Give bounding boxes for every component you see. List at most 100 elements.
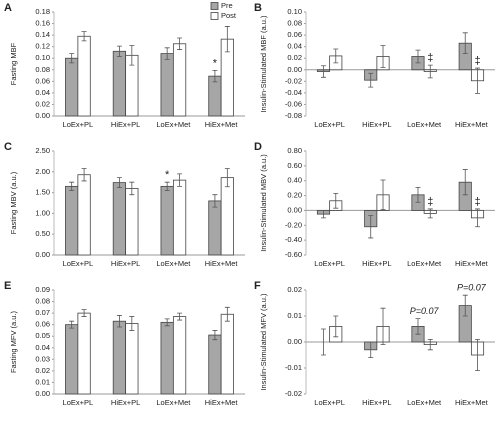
y-tick-label: 0.04 (35, 343, 50, 352)
x-tick-label: LoEx+Met (407, 259, 442, 268)
error-bar (415, 318, 421, 335)
error-bar (177, 312, 183, 321)
bar (208, 200, 222, 256)
x-tick-label: HiEx+PL (111, 120, 140, 129)
panel-letter: A (4, 2, 12, 14)
bar (77, 312, 91, 395)
error-bar (212, 69, 218, 83)
y-tick-label: 0.07 (35, 308, 50, 317)
error-bar (462, 169, 468, 196)
panel-letter: B (254, 2, 262, 14)
y-tick-label: 0.02 (287, 53, 302, 62)
y-tick-label: -0.40 (285, 235, 302, 244)
annotation: P=0.07 (457, 283, 487, 293)
annotation: ‡ (427, 196, 433, 208)
y-tick-label: 0.80 (287, 146, 302, 155)
y-axis-title: Insulin-Stimulated MBF (a.u.) (259, 15, 268, 113)
y-tick-label: 2.00 (35, 167, 50, 176)
y-tick-label: 0.00 (287, 65, 302, 74)
error-bar (69, 53, 75, 64)
error-bar (69, 181, 75, 191)
y-tick-label: 0.02 (35, 99, 50, 108)
bar (208, 334, 222, 395)
y-tick-label: 0.14 (35, 30, 50, 39)
y-tick-label: 0.12 (35, 42, 50, 51)
panel-letter: C (4, 141, 12, 153)
y-tick-label: -0.06 (285, 99, 302, 108)
x-tick-label: HiEx+PL (111, 398, 140, 407)
x-tick-label: LoEx+Met (407, 398, 442, 407)
error-bar (81, 31, 87, 42)
error-bar (320, 65, 326, 78)
x-tick-label: LoEx+Met (156, 259, 191, 268)
x-tick-label: HiEx+PL (111, 259, 140, 268)
x-tick-label: LoEx+PL (314, 259, 345, 268)
error-bar (212, 194, 218, 208)
error-bar (415, 187, 421, 203)
error-bar (380, 179, 386, 211)
error-bar (81, 168, 87, 182)
bar (172, 43, 187, 117)
y-tick-label: 0.00 (35, 250, 50, 259)
error-bar (116, 177, 122, 189)
legend-swatch (210, 2, 219, 10)
y-axis-title: Insulin-Stimulated MBV (a.u.) (259, 154, 268, 252)
y-tick-label: 0.08 (35, 65, 50, 74)
bar (220, 313, 234, 395)
y-tick-label: 1.00 (35, 208, 50, 217)
y-tick-label: 2.50 (35, 146, 50, 155)
x-tick-label: LoEx+PL (314, 120, 345, 129)
x-tick-label: HiEx+Met (205, 120, 239, 129)
x-tick-label: HiEx+PL (362, 398, 391, 407)
bar (77, 35, 91, 117)
y-tick-label: 1.50 (35, 188, 50, 197)
error-bar (129, 45, 135, 66)
error-bar (224, 168, 230, 188)
error-bar (333, 48, 339, 64)
error-bar (212, 330, 218, 341)
error-bar (475, 339, 481, 371)
bar (172, 179, 187, 256)
bar (160, 185, 174, 256)
y-tick-label: -0.08 (285, 111, 302, 120)
x-tick-label: LoEx+PL (63, 120, 94, 129)
y-tick-label: 0.01 (287, 311, 302, 320)
y-tick-label: 0.06 (35, 76, 50, 85)
x-tick-label: LoEx+PL (314, 398, 345, 407)
error-bar (368, 215, 374, 239)
legend-label: Post (221, 11, 237, 20)
y-tick-label: 0.40 (287, 176, 302, 185)
x-tick-label: LoEx+Met (407, 120, 442, 129)
bar (65, 324, 79, 395)
error-bar (69, 320, 75, 329)
y-tick-label: 0.08 (287, 19, 302, 28)
y-tick-label: 0.02 (287, 285, 302, 294)
y-tick-label: 0.00 (35, 389, 50, 398)
y-tick-label: 0.04 (287, 42, 302, 51)
error-bar (333, 192, 339, 209)
bar (160, 321, 174, 395)
error-bar (164, 181, 170, 191)
y-tick-label: 0.08 (35, 297, 50, 306)
bar (112, 182, 127, 256)
error-bar (380, 307, 386, 345)
y-tick-label: 0.50 (35, 229, 50, 238)
error-bar (415, 49, 421, 64)
annotation: ‡ (427, 52, 433, 64)
error-bar (164, 47, 170, 60)
y-tick-label: 0.06 (287, 30, 302, 39)
y-tick-label: -0.02 (285, 389, 302, 398)
error-bar (427, 64, 433, 79)
y-tick-label: 0.20 (287, 191, 302, 200)
error-bar (116, 315, 122, 328)
y-tick-label: -0.20 (285, 220, 302, 229)
x-tick-label: LoEx+Met (156, 120, 191, 129)
bar (125, 323, 139, 395)
y-tick-label: 0.60 (287, 161, 302, 170)
error-bar (380, 45, 386, 68)
error-bar (116, 45, 122, 57)
legend-swatch (210, 12, 219, 20)
error-bar (81, 309, 87, 317)
x-tick-label: LoEx+Met (156, 398, 191, 407)
bar (65, 185, 79, 256)
